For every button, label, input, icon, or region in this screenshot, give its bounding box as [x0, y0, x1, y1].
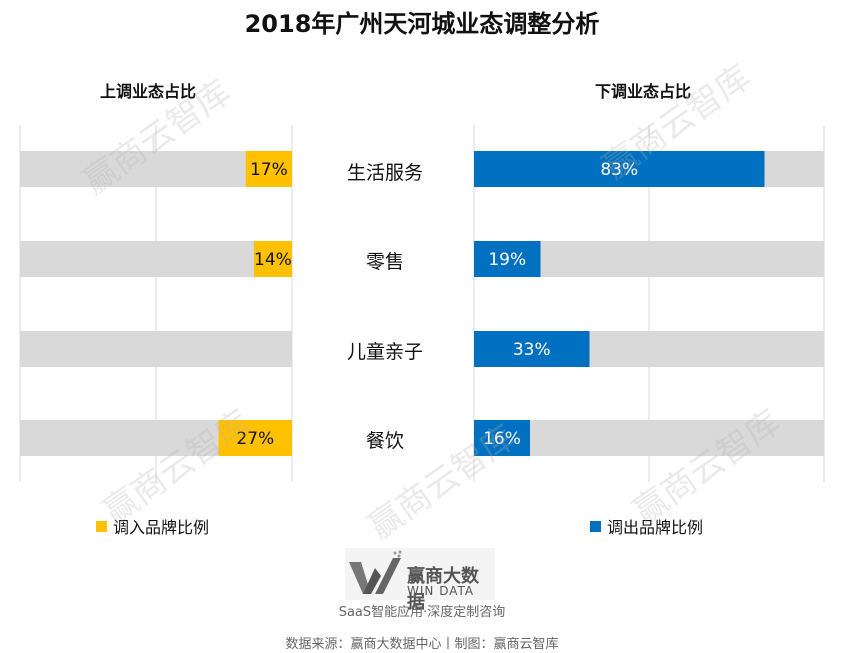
- data-label: 83%: [600, 160, 638, 180]
- logo-en: WIN DATA: [407, 584, 475, 598]
- bar-background: [20, 241, 292, 277]
- source-note: 数据来源：赢商大数据中心丨制图：赢商云智库: [285, 637, 559, 652]
- category-label: 生活服务: [346, 162, 423, 184]
- data-label: 14%: [254, 250, 292, 270]
- bar-零售: [474, 241, 541, 277]
- legend-right: 调出品牌比例: [590, 514, 703, 538]
- legend-label: 调入品牌比例: [113, 518, 210, 537]
- legend-swatch-yellow: [96, 520, 107, 532]
- data-label: 33%: [513, 340, 551, 360]
- bar-零售: [253, 241, 292, 277]
- data-label: 17%: [250, 160, 288, 180]
- data-label: 16%: [483, 429, 521, 449]
- category-label: 餐饮: [365, 430, 404, 452]
- bar-生活服务: [474, 151, 765, 187]
- category-label: 儿童亲子: [346, 341, 423, 363]
- logo-w-icon: [349, 550, 402, 594]
- chart-title: 2018年广州天河城业态调整分析: [244, 10, 600, 38]
- bar-儿童亲子: [474, 331, 590, 367]
- logo-cn: 赢商大数据: [407, 566, 479, 613]
- data-label: 19%: [488, 250, 526, 270]
- right-subtitle: 下调业态占比: [595, 82, 692, 101]
- bar-生活服务: [245, 151, 292, 187]
- win-data-logo: 赢商大数据 WIN DATA: [345, 548, 495, 613]
- legend-label: 调出品牌比例: [607, 518, 704, 537]
- legend-left: 调入品牌比例: [96, 514, 209, 538]
- left-subtitle: 上调业态占比: [100, 82, 197, 101]
- legend-swatch-blue: [590, 520, 601, 532]
- data-label: 27%: [236, 429, 274, 449]
- slogan: SaaS智能应用·深度定制咨询: [338, 605, 506, 620]
- bar-charts-svg: 17% 14% 27% 83% 19% 33% 16%: [19, 125, 825, 482]
- category-label: 零售: [365, 251, 404, 273]
- bar-background: [20, 331, 292, 367]
- bar-餐饮: [218, 420, 292, 456]
- bar-餐饮: [474, 420, 530, 456]
- bar-background: [474, 420, 824, 456]
